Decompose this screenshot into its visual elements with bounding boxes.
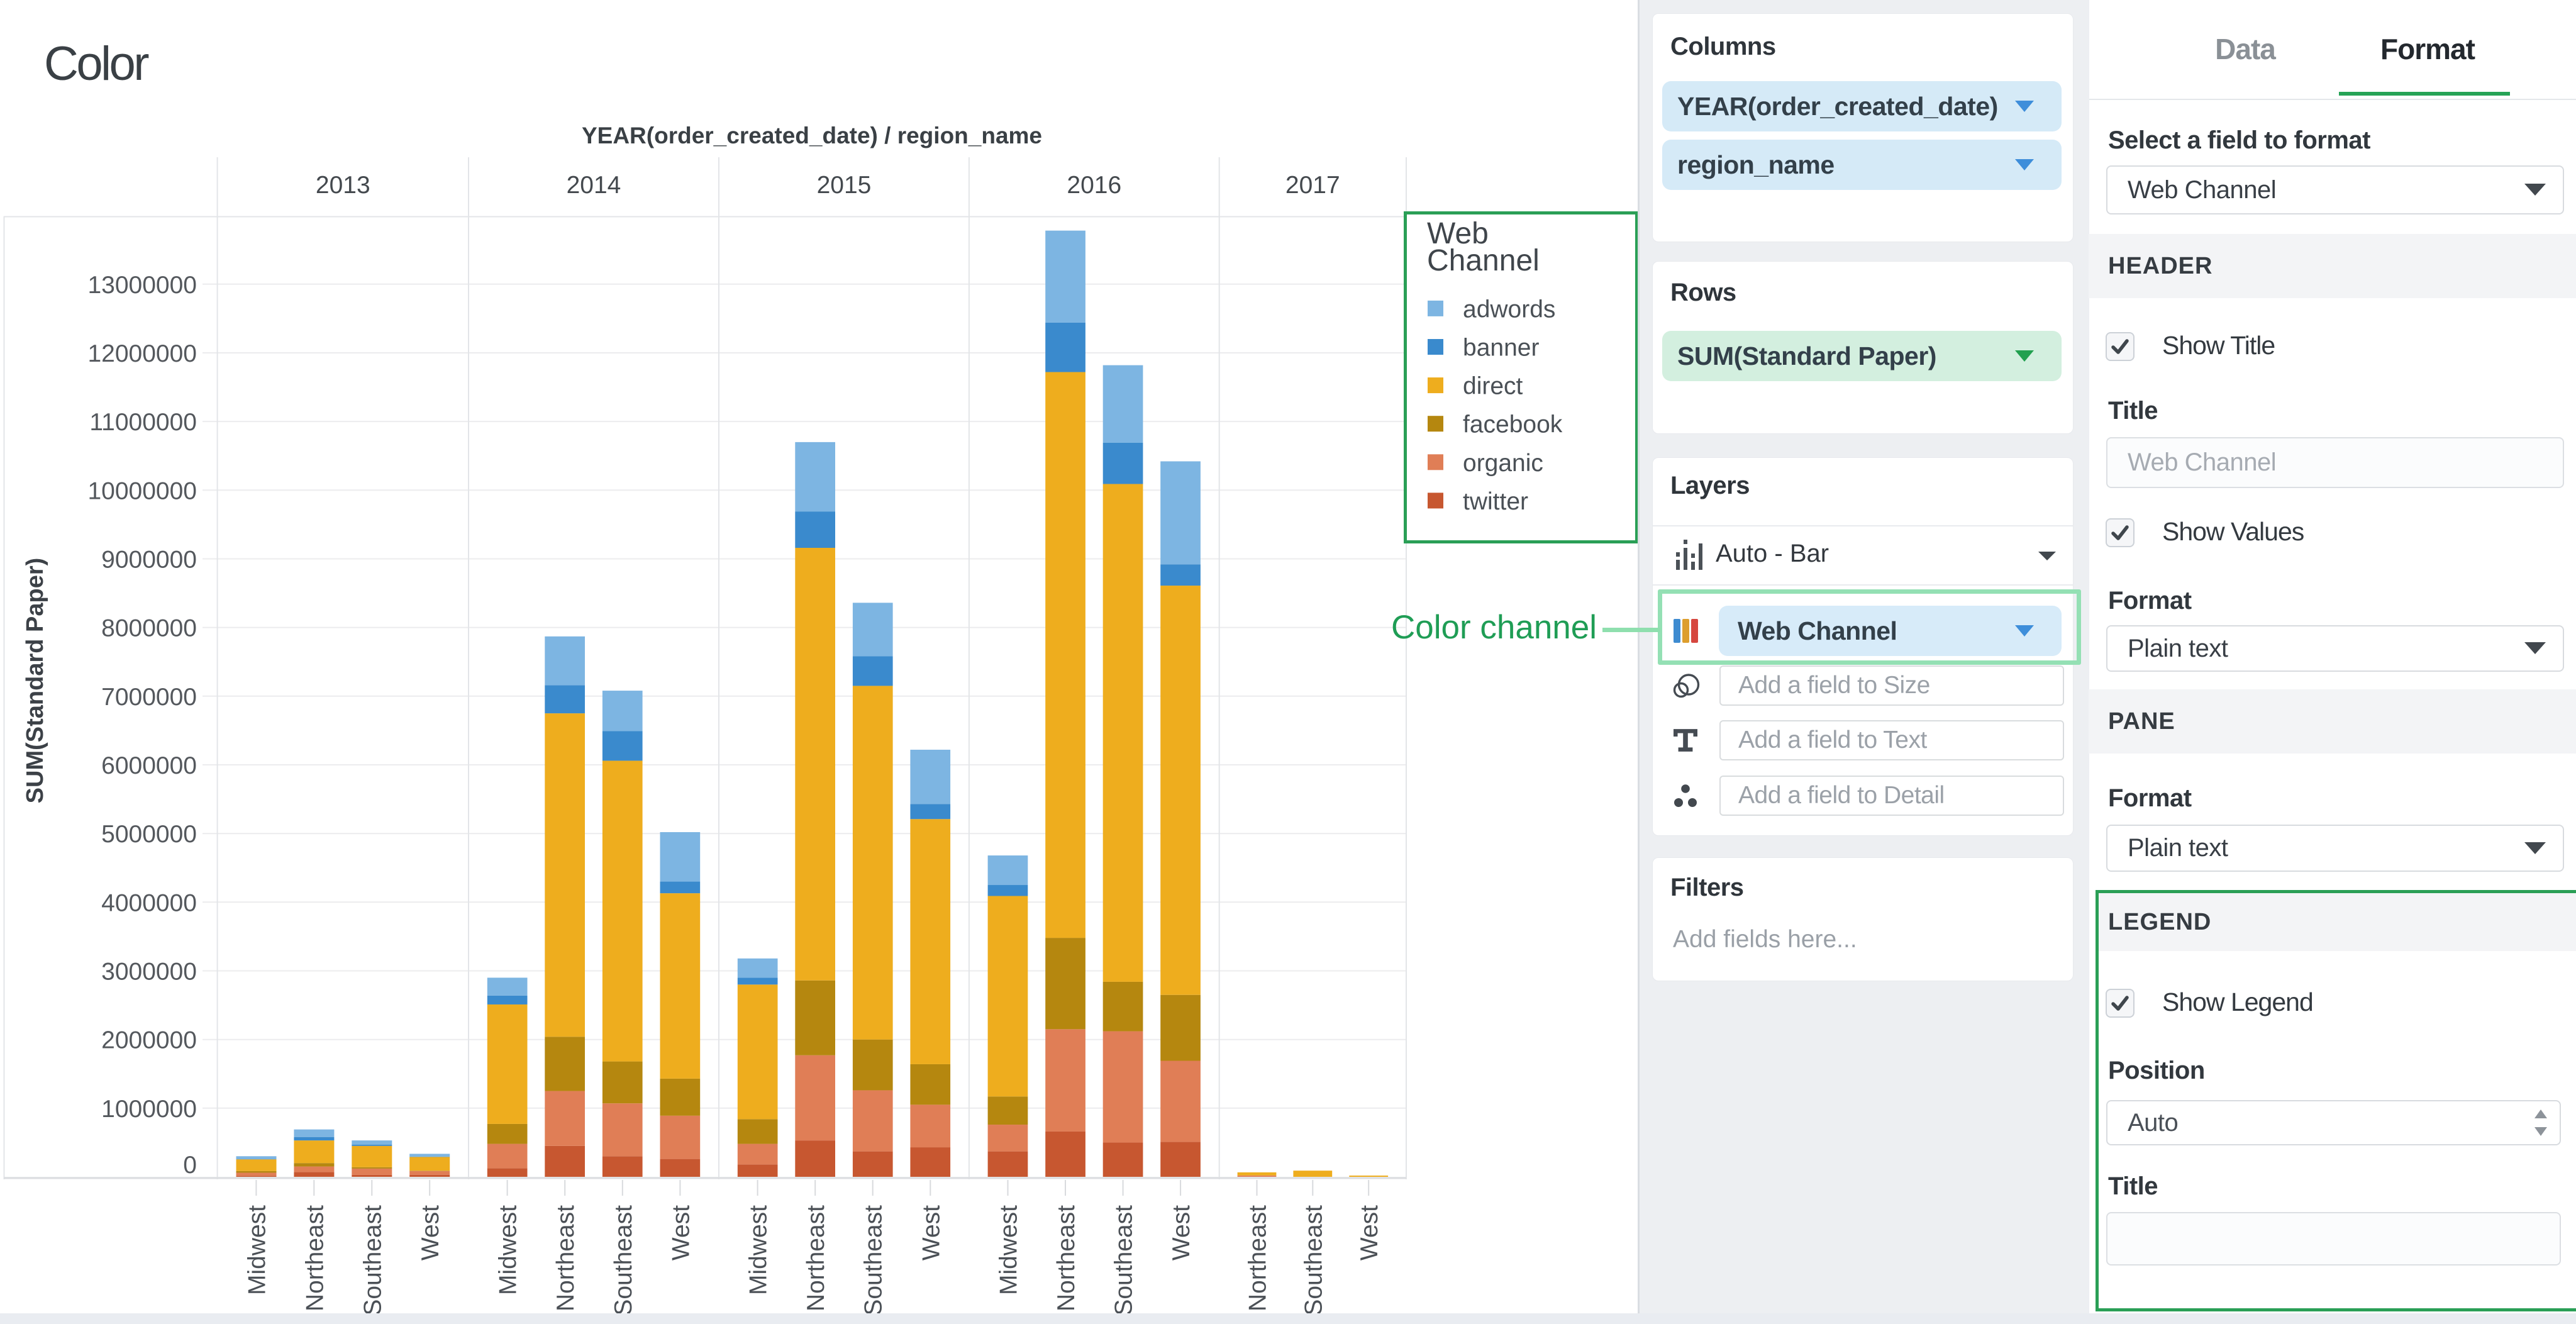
svg-text:YEAR(order_created_date) / reg: YEAR(order_created_date) / region_name <box>582 123 1042 148</box>
svg-text:2015: 2015 <box>817 172 872 199</box>
svg-text:Southeast: Southeast <box>610 1205 637 1316</box>
svg-text:West: West <box>918 1205 945 1260</box>
svg-text:2014: 2014 <box>567 172 621 199</box>
svg-text:8000000: 8000000 <box>101 615 197 642</box>
svg-text:West: West <box>667 1205 694 1260</box>
svg-text:banner: banner <box>1463 335 1539 362</box>
svg-text:13000000: 13000000 <box>87 272 197 299</box>
svg-text:5000000: 5000000 <box>101 821 197 848</box>
svg-text:West: West <box>1168 1205 1195 1260</box>
svg-text:Color channel: Color channel <box>1391 609 1597 646</box>
svg-text:2016: 2016 <box>1067 172 1121 199</box>
svg-text:adwords: adwords <box>1463 296 1555 323</box>
svg-text:Midwest: Midwest <box>495 1205 522 1295</box>
svg-text:Northeast: Northeast <box>301 1205 328 1311</box>
svg-text:12000000: 12000000 <box>87 340 197 367</box>
svg-text:10000000: 10000000 <box>87 477 197 504</box>
svg-text:Southeast: Southeast <box>359 1205 386 1316</box>
svg-text:Midwest: Midwest <box>243 1205 270 1295</box>
svg-text:organic: organic <box>1463 450 1543 477</box>
svg-text:Web: Web <box>1427 217 1489 250</box>
svg-text:twitter: twitter <box>1463 488 1528 515</box>
svg-text:Northeast: Northeast <box>802 1205 830 1311</box>
svg-text:Midwest: Midwest <box>996 1205 1023 1295</box>
svg-text:SUM(Standard Paper): SUM(Standard Paper) <box>22 558 48 804</box>
svg-text:2000000: 2000000 <box>101 1027 197 1054</box>
svg-text:Northeast: Northeast <box>1053 1205 1080 1311</box>
svg-text:Color: Color <box>44 37 149 91</box>
svg-text:Northeast: Northeast <box>552 1205 579 1311</box>
svg-text:Channel: Channel <box>1427 244 1540 277</box>
svg-text:0: 0 <box>183 1152 197 1179</box>
svg-text:11000000: 11000000 <box>89 409 197 436</box>
svg-text:West: West <box>1356 1205 1383 1260</box>
svg-text:facebook: facebook <box>1463 411 1563 438</box>
svg-text:Midwest: Midwest <box>745 1205 772 1295</box>
svg-text:Southeast: Southeast <box>860 1205 887 1316</box>
svg-text:Southeast: Southeast <box>1300 1205 1327 1316</box>
svg-text:4000000: 4000000 <box>101 889 197 916</box>
svg-text:2013: 2013 <box>316 172 370 199</box>
svg-text:7000000: 7000000 <box>101 684 197 711</box>
svg-text:3000000: 3000000 <box>101 959 197 986</box>
svg-text:direct: direct <box>1463 373 1523 400</box>
svg-text:Northeast: Northeast <box>1245 1205 1272 1311</box>
svg-text:Southeast: Southeast <box>1111 1205 1138 1316</box>
svg-text:West: West <box>417 1205 444 1260</box>
svg-text:1000000: 1000000 <box>101 1096 197 1123</box>
svg-text:6000000: 6000000 <box>101 752 197 779</box>
svg-text:2017: 2017 <box>1285 172 1340 199</box>
svg-text:9000000: 9000000 <box>101 547 197 574</box>
